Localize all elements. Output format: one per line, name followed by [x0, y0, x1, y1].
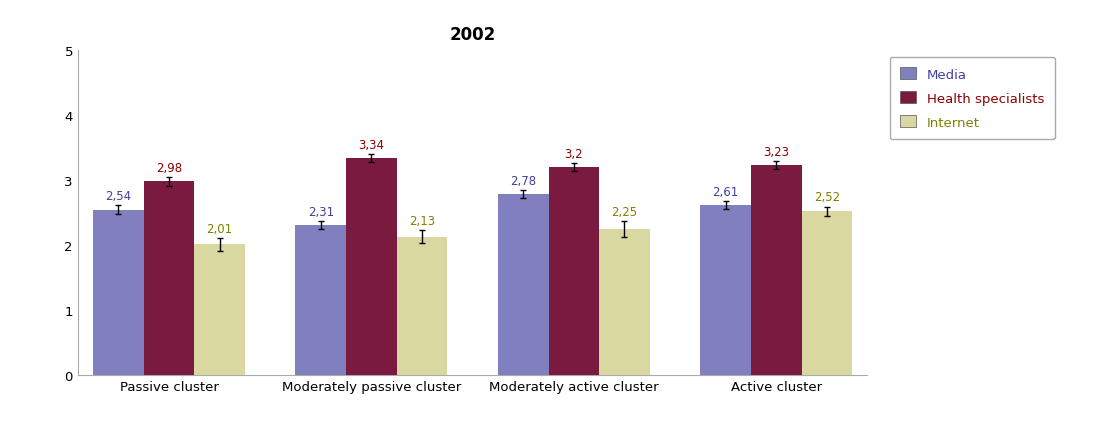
Bar	[548, 168, 599, 375]
Bar	[195, 245, 245, 375]
Title: 2002: 2002	[449, 26, 496, 44]
Text: 3,23: 3,23	[763, 146, 790, 158]
Text: 3,34: 3,34	[358, 138, 385, 152]
Text: 2,54: 2,54	[106, 190, 131, 203]
Bar	[802, 212, 852, 375]
Text: 2,98: 2,98	[156, 161, 182, 174]
Text: 2,78: 2,78	[510, 175, 536, 188]
Bar	[599, 229, 649, 375]
Legend: Media, Health specialists, Internet: Media, Health specialists, Internet	[890, 58, 1054, 140]
Text: 2,01: 2,01	[207, 222, 232, 235]
Text: 2,52: 2,52	[814, 191, 840, 204]
Bar	[498, 195, 548, 375]
Bar	[397, 237, 447, 375]
Text: 3,2: 3,2	[565, 147, 583, 161]
Text: 2,31: 2,31	[308, 205, 334, 218]
Bar	[296, 225, 346, 375]
Bar	[701, 206, 751, 375]
Text: 2,13: 2,13	[409, 214, 435, 227]
Bar	[346, 158, 397, 375]
Text: 2,61: 2,61	[713, 186, 738, 199]
Bar	[93, 210, 143, 375]
Text: 2,25: 2,25	[612, 205, 637, 218]
Bar	[143, 182, 195, 375]
Bar	[751, 166, 802, 375]
